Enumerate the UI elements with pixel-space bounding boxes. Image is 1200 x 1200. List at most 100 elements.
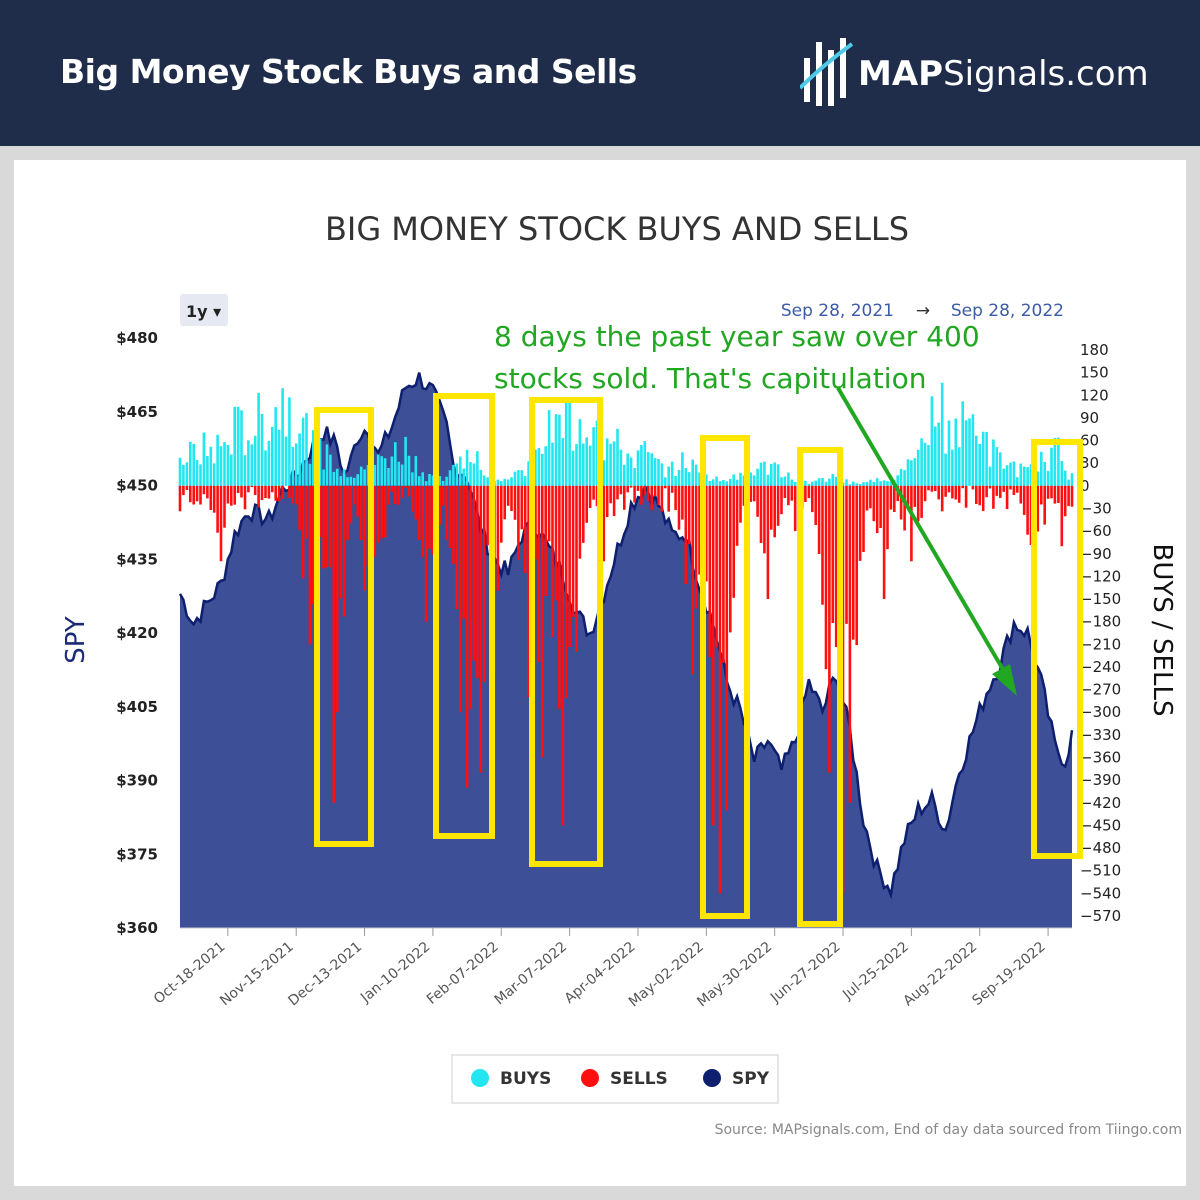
y-right-tick: −330	[1080, 726, 1121, 744]
buys-bar	[811, 481, 814, 486]
chart-svg: BIG MONEY STOCK BUYS AND SELLS 1y ▾ Sep 28…	[61, 210, 1182, 1138]
buys-bar	[913, 458, 917, 486]
buys-bar	[380, 456, 383, 486]
sells-bar	[1005, 485, 1009, 510]
sells-bar	[934, 485, 937, 491]
sells-bar	[756, 485, 759, 517]
x-tick-label: Sep-19-2022	[969, 939, 1048, 1009]
y-right-tick: 180	[1080, 341, 1109, 359]
sells-bar	[424, 485, 428, 622]
buys-bar	[209, 446, 213, 486]
buys-bar	[363, 469, 366, 486]
buys-bar	[616, 428, 619, 486]
y-right-tick: −360	[1080, 749, 1121, 767]
sells-bar	[650, 485, 653, 510]
sells-bar	[882, 485, 886, 599]
sells-bar	[937, 485, 940, 500]
range-button[interactable]: 1y ▾	[186, 302, 221, 321]
sells-bar	[913, 485, 917, 507]
sells-bar	[527, 485, 530, 698]
y-right-tick: −210	[1080, 635, 1121, 653]
y-right-tick: −120	[1080, 567, 1121, 585]
buys-bar	[459, 456, 462, 486]
buys-bar	[387, 468, 390, 486]
buys-bar	[500, 481, 503, 486]
buys-bar	[189, 441, 192, 486]
sells-bar	[1057, 485, 1060, 503]
sells-bar	[373, 485, 377, 557]
buys-bar	[903, 470, 906, 486]
sells-bar	[944, 485, 947, 497]
buys-bar	[407, 455, 411, 486]
highlight-box	[433, 393, 495, 839]
sells-bar	[277, 485, 281, 502]
sells-bar	[298, 485, 301, 531]
buys-bar	[882, 480, 886, 486]
sells-bar	[547, 485, 551, 542]
buys-bar	[376, 454, 380, 486]
buys-bar	[455, 463, 459, 486]
buys-bar	[322, 469, 325, 486]
legend-item[interactable]: SELLS	[610, 1069, 668, 1089]
logo-mark-icon	[798, 38, 854, 106]
mapsignals-logo[interactable]: MAPSignals.com	[798, 36, 1149, 116]
buys-bar	[527, 461, 530, 486]
sells-bar	[441, 485, 445, 506]
sells-bar	[1050, 485, 1053, 499]
y-left-tick: $390	[116, 772, 158, 790]
buys-bar	[1009, 462, 1012, 486]
sells-bar	[964, 485, 968, 508]
buys-bar	[1012, 461, 1016, 486]
buys-bar	[342, 469, 346, 486]
y-right-tick: 30	[1080, 454, 1099, 472]
buys-bar	[544, 446, 547, 486]
legend-item[interactable]: BUYS	[500, 1069, 551, 1089]
buys-bar	[592, 427, 595, 486]
highlight-box	[700, 435, 750, 919]
buys-bar	[1022, 466, 1026, 486]
sells-bar	[571, 485, 575, 617]
buys-bar	[619, 449, 623, 486]
buys-bar	[438, 476, 442, 486]
sells-bar	[264, 485, 267, 498]
buys-bar	[698, 472, 701, 486]
buys-bar	[906, 459, 910, 486]
buys-bar	[899, 469, 903, 486]
buys-bar	[691, 459, 694, 486]
buys-bar	[202, 432, 206, 486]
buys-bar	[264, 450, 267, 486]
buys-bar	[523, 476, 527, 486]
sells-bar	[612, 485, 616, 517]
sells-bar	[267, 485, 271, 499]
sells-bar	[999, 485, 1002, 498]
sells-bar	[1016, 485, 1019, 493]
sells-bar	[920, 485, 923, 518]
buys-bar	[445, 476, 448, 486]
sells-bar	[674, 485, 677, 511]
y-left-tick: $480	[116, 329, 158, 347]
buys-bar	[212, 463, 216, 486]
sells-bar	[178, 485, 182, 512]
buys-bar	[582, 443, 585, 486]
y-right-tick: 0	[1080, 477, 1090, 495]
sells-bar	[397, 485, 401, 505]
sells-bar	[749, 485, 753, 502]
sells-bar	[869, 485, 872, 509]
sells-bar	[664, 485, 667, 489]
sells-bar	[845, 485, 848, 624]
buys-bar	[284, 436, 288, 486]
sells-bar	[558, 485, 561, 710]
buys-bar	[927, 445, 930, 486]
sells-bar	[947, 485, 951, 493]
sells-bar	[233, 485, 236, 505]
sells-bar	[927, 485, 930, 491]
buys-bar	[848, 484, 852, 486]
sells-bar	[640, 485, 643, 505]
buys-bar	[981, 431, 985, 486]
sells-bar	[1036, 485, 1040, 532]
legend-item[interactable]: SPY	[732, 1069, 770, 1089]
sells-bar	[428, 485, 431, 549]
buys-bar	[185, 462, 189, 486]
buys-bar	[465, 449, 469, 486]
sells-bar	[766, 485, 770, 599]
